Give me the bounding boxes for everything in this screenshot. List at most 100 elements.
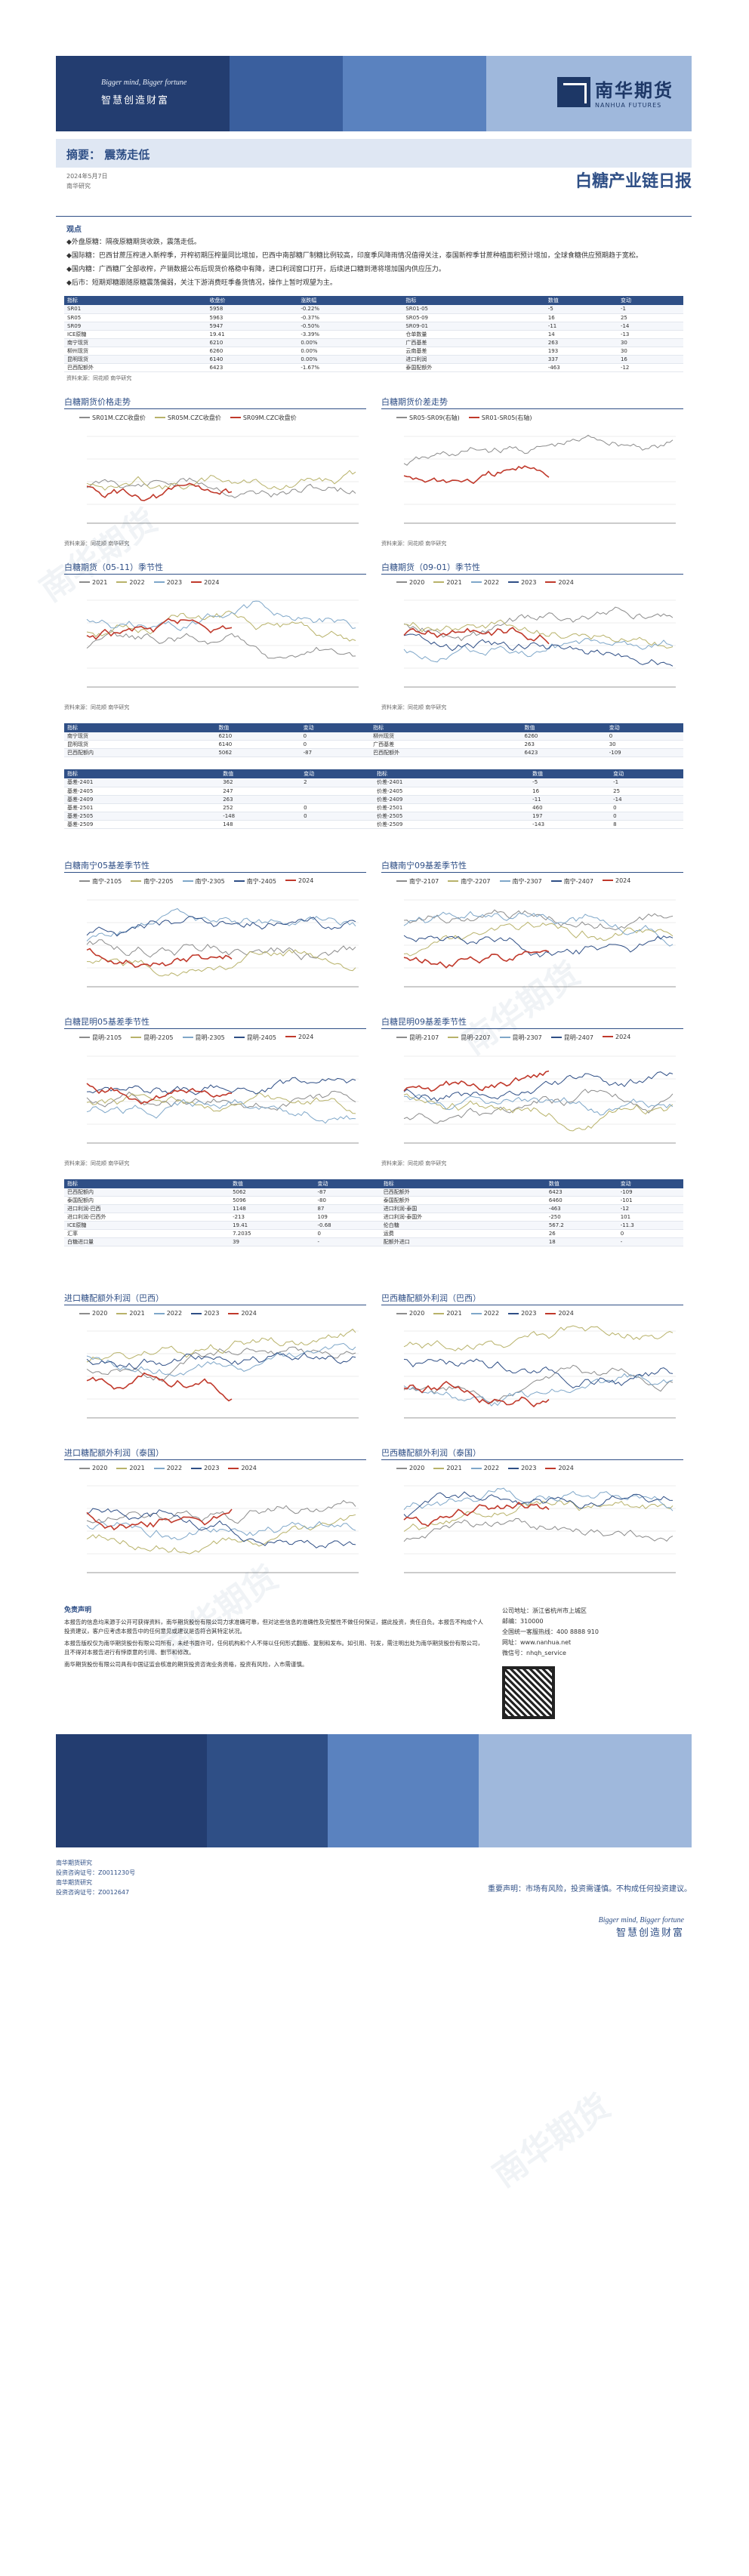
series-line xyxy=(403,464,550,484)
legend-entry: 2023 xyxy=(508,1465,536,1471)
chart-title: 白糖期货价差走势 xyxy=(381,396,683,409)
legend-entry: 2021 xyxy=(433,1465,462,1471)
legend-entry: 2022 xyxy=(153,1310,182,1317)
chart-panel: 白糖南宁05基差季节性 南宁-2105 南宁-2205 南宁-2305 南宁-2405 2… xyxy=(64,859,366,1002)
table-cell: 巴西配额内 xyxy=(64,1188,230,1197)
legend-entry: 2021 xyxy=(433,1310,462,1317)
series-line xyxy=(403,1070,550,1092)
nanhua-logo-icon xyxy=(557,77,590,107)
series-line xyxy=(403,935,673,957)
table-cell: 197 xyxy=(529,812,611,821)
series-line xyxy=(86,610,356,642)
table-cell: 16 xyxy=(529,787,611,796)
table-cell: SR05 xyxy=(64,313,207,322)
table-cell: SR01 xyxy=(64,305,207,314)
series-line xyxy=(86,482,233,501)
legend-entry: 2023 xyxy=(153,579,182,586)
table-cell: -463 xyxy=(544,363,618,372)
table-header: 指标 xyxy=(370,723,522,732)
table-cell: -5 xyxy=(529,778,611,787)
series-line xyxy=(86,948,233,968)
table-cell: -1 xyxy=(610,778,683,787)
table-cell: 263 xyxy=(220,795,301,804)
table-cell: 南宁现货 xyxy=(64,732,216,741)
table-cell: -1.67% xyxy=(297,363,403,372)
chart-panel: 进口糖配额外利润（巴西） 2020 2021 2022 2023 2024 xyxy=(64,1292,366,1433)
chart-legend: 2021 2022 2023 2024 xyxy=(64,579,366,586)
table-cell: 价差-2501 xyxy=(373,803,530,812)
table-cell: -14 xyxy=(617,322,683,331)
table-cell: 汇率 xyxy=(64,1229,230,1238)
chart-panel: 白糖昆明09基差季节性 昆明-2107 昆明-2207 昆明-2307 昆明-2407 2… xyxy=(381,1015,683,1167)
table-header: 指标 xyxy=(64,723,216,732)
table-cell: 6423 xyxy=(521,748,606,757)
table-cell: -87 xyxy=(300,748,371,757)
series-line xyxy=(403,1093,673,1116)
table-cell: 567.2 xyxy=(545,1221,618,1230)
chart-legend: 2020 2021 2022 2023 2024 xyxy=(381,579,683,586)
legend-entry: 2024 xyxy=(603,1034,630,1042)
table-cell: -101 xyxy=(617,1196,683,1205)
table-row: 进口利润-巴西外 -213 109 进口利润-泰国外 -250 101 xyxy=(64,1213,683,1222)
series-line xyxy=(403,619,673,649)
table-header: 指标 xyxy=(373,769,530,778)
report-title: 白糖产业链日报 xyxy=(575,172,692,191)
chart-plot xyxy=(86,1328,359,1419)
wechat-label: 微信号 xyxy=(502,1650,520,1656)
footer-closing: 重要声明：市场有风险，投资需谨慎。不构成任何投资建议。 xyxy=(488,1885,692,1893)
chart-title: 白糖昆明05基差季节性 xyxy=(64,1015,366,1029)
series-line xyxy=(403,1364,673,1404)
table-cell: 0.00% xyxy=(297,347,403,356)
legend-entry: 2023 xyxy=(508,1310,536,1317)
table-cell: 泰国配额内 xyxy=(64,1196,230,1205)
table-cell: 进口利润-泰国外 xyxy=(380,1213,546,1222)
zip-label: 邮编 xyxy=(502,1618,514,1625)
chart-title: 进口糖配额外利润（巴西） xyxy=(64,1292,366,1305)
table-header: 数值 xyxy=(529,769,611,778)
analyst-info: 南华期货研究 投资咨询证号：Z0011230号 南华期货研究 投资咨询证号：Z0012… xyxy=(56,1858,692,1897)
table-cell: 基差-2509 xyxy=(64,820,220,829)
chart-title: 巴西糖配额外利润（巴西） xyxy=(381,1292,683,1305)
table-cell: SR01-05 xyxy=(402,305,545,314)
series-line xyxy=(86,915,356,937)
legend-entry: 2021 xyxy=(116,1310,145,1317)
series-line xyxy=(86,1328,356,1363)
web-link[interactable]: www.nanhua.net xyxy=(520,1639,572,1646)
legend-entry: 昆明-2307 xyxy=(499,1034,542,1042)
table-cell: 30 xyxy=(617,338,683,347)
chart-source: 资料来源：同花顺 南华研究 xyxy=(381,540,447,547)
chart-plot xyxy=(86,1485,359,1573)
table-cell: -12 xyxy=(617,1204,683,1213)
price-table: 指标 收盘价 涨跌幅 指标 数值 变动 SR01 5958 -0.22% SR01-05 -5 -1 S… xyxy=(64,296,683,372)
chart-legend: 2020 2021 2022 2023 2024 xyxy=(64,1465,366,1471)
table-cell: 进口利润-巴西外 xyxy=(64,1213,230,1222)
series-line xyxy=(86,938,356,960)
table-row: ICE原糖 19.41 -3.39% 仓单数量 14 -13 xyxy=(64,330,683,339)
chart-panel: 白糖南宁09基差季节性 南宁-2107 南宁-2207 南宁-2307 南宁-2407 2… xyxy=(381,859,683,1002)
chart-source: 资料来源：同花顺 南华研究 xyxy=(64,704,130,710)
footer-slogan-cn: 智慧创造财富 xyxy=(615,1927,684,1939)
chart-title: 白糖期货（09-01）季节性 xyxy=(381,561,683,575)
table-cell: 泰国配额外 xyxy=(380,1196,546,1205)
table-cell: -250 xyxy=(545,1213,618,1222)
table-cell: 白糖进口量 xyxy=(64,1237,230,1246)
table-cell: 昆明现货 xyxy=(64,355,207,364)
table-cell: SR09 xyxy=(64,322,207,331)
legend-entry: 2020 xyxy=(79,1465,107,1471)
table-cell: 基差-2405 xyxy=(64,787,220,796)
chart-source: 资料来源：同花顺 南华研究 xyxy=(381,1160,447,1166)
table-cell: -11 xyxy=(544,322,618,331)
table-cell: 5062 xyxy=(230,1188,315,1197)
table-header: 变动 xyxy=(314,1179,381,1188)
series-line xyxy=(86,1514,356,1555)
table-header: 指标 xyxy=(64,296,207,305)
analyst-line: 投资咨询证号：Z0012647 xyxy=(56,1889,130,1896)
chart-legend: 2020 2021 2022 2023 2024 xyxy=(64,1310,366,1317)
chart-row-import-brazil: 进口糖配额外利润（巴西） 2020 2021 2022 2023 2024 巴西糖配额外利润… xyxy=(56,1292,692,1433)
table-cell: -0.50% xyxy=(297,322,403,331)
series-line xyxy=(86,469,356,491)
table-cell: 基差-2401 xyxy=(64,778,220,787)
intro-paragraphs: ◆外盘原糖：隔夜原糖期货收跌，震荡走低。 ◆国际糖：巴西甘蔗压榨进入新榨季，开榨初… xyxy=(56,237,692,288)
series-line xyxy=(403,1325,673,1351)
chart-row-kunming-basis: 白糖昆明05基差季节性 昆明-2105 昆明-2205 昆明-2305 昆明-2405 2… xyxy=(56,1015,692,1167)
